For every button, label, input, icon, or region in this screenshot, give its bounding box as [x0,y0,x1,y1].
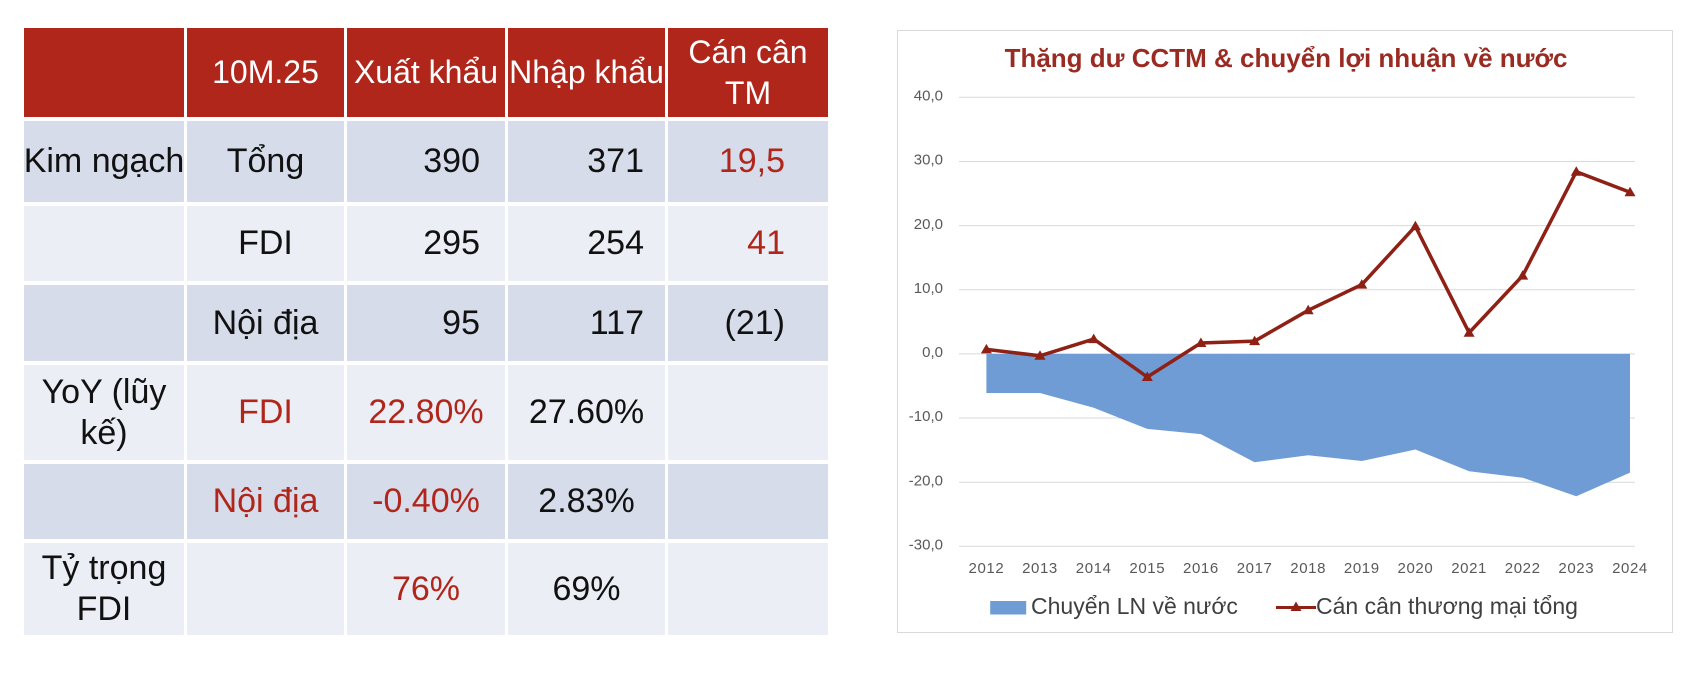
svg-text:20,0: 20,0 [914,216,943,233]
svg-text:-20,0: -20,0 [909,472,943,489]
svg-text:2017: 2017 [1237,560,1273,577]
svg-text:2021: 2021 [1451,560,1487,577]
svg-text:2020: 2020 [1398,560,1434,577]
svg-text:Thặng dư CCTM & chuyển lợi nhu: Thặng dư CCTM & chuyển lợi nhuận về nước [1005,43,1568,73]
svg-text:30,0: 30,0 [914,152,943,169]
svg-text:40,0: 40,0 [914,88,943,105]
svg-text:2013: 2013 [1022,560,1058,577]
svg-text:2015: 2015 [1129,560,1165,577]
svg-text:2016: 2016 [1183,560,1219,577]
svg-text:2024: 2024 [1612,560,1648,577]
svg-text:Cán cân thương mại tổng: Cán cân thương mại tổng [1316,593,1578,619]
svg-text:0,0: 0,0 [922,344,943,361]
svg-text:-30,0: -30,0 [909,537,943,554]
svg-text:Chuyển LN về nước: Chuyển LN về nước [1031,593,1238,619]
svg-text:2023: 2023 [1558,560,1594,577]
svg-text:2012: 2012 [969,560,1005,577]
svg-text:-10,0: -10,0 [909,408,943,425]
svg-text:2022: 2022 [1505,560,1541,577]
svg-text:2018: 2018 [1290,560,1326,577]
svg-text:2019: 2019 [1344,560,1380,577]
svg-text:2014: 2014 [1076,560,1112,577]
svg-text:10,0: 10,0 [914,280,943,297]
